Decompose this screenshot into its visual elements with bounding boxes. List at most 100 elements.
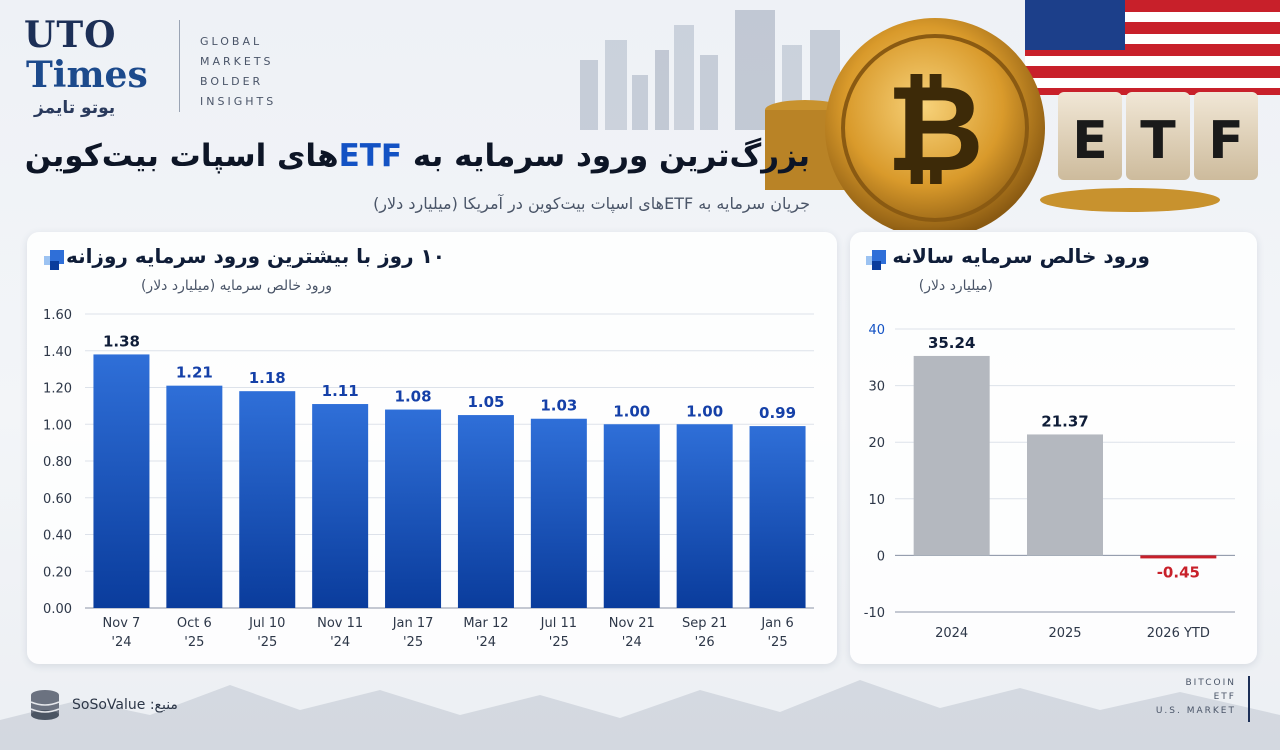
bar-value-label: 1.03 <box>540 397 577 415</box>
y-tick-label: 0.00 <box>43 602 72 617</box>
x-tick-label: '24 <box>622 635 642 650</box>
etf-blocks-graphic: E T F <box>1058 92 1258 180</box>
source-name: SoSoValue <box>72 697 146 713</box>
page-subtitle: جریان سرمایه به ETFهای اسپات بیت‌کوین در… <box>373 194 810 213</box>
etf-letter: F <box>1208 111 1244 171</box>
footer-tag: ETF <box>1213 692 1236 702</box>
y-tick-label: 0.40 <box>43 529 72 544</box>
footer-tag: U.S. MARKET <box>1155 706 1236 716</box>
y-tick-label: 1.20 <box>43 382 72 397</box>
tagline-line: MARKETS <box>200 55 274 68</box>
x-tick-label: Jan 6 <box>760 616 793 631</box>
x-tick-label: '26 <box>695 635 715 650</box>
page-title: بزرگ‌ترین ورود سرمایه به ETFهای اسپات بی… <box>25 138 810 174</box>
x-tick-label: Jul 11 <box>540 616 577 631</box>
x-tick-label: '24 <box>476 635 496 650</box>
bar <box>385 409 442 608</box>
x-tick-label: Jan 17 <box>392 616 434 631</box>
bar-value-label: 21.37 <box>1041 412 1088 430</box>
bar-value-label: 1.00 <box>613 402 650 420</box>
source-prefix: منبع: <box>149 697 178 713</box>
brand-name-line1: UTO <box>24 14 117 56</box>
footer-tags: BITCOIN ETF U.S. MARKET <box>1156 676 1236 718</box>
bar-value-label: 1.11 <box>322 382 359 400</box>
x-tick-label: Nov 7 <box>103 616 141 631</box>
bar-value-label: 1.08 <box>395 388 432 406</box>
bar <box>913 355 990 556</box>
source-credit: منبع: SoSoValue <box>28 688 178 722</box>
x-tick-label: '25 <box>184 635 204 650</box>
bitcoin-coin-graphic: ₿ <box>825 18 1045 230</box>
daily-inflow-chart: 0.00 0.20 0.40 0.60 0.80 1.00 1.20 1.40 1.60 1.38… <box>43 308 814 650</box>
x-tick-label: Nov 21 <box>609 616 655 631</box>
bar <box>1140 555 1217 559</box>
tagline-line: INSIGHTS <box>200 95 277 108</box>
database-icon <box>30 690 60 720</box>
title-part1: بزرگ‌ترین ورود سرمایه به <box>402 138 810 174</box>
bar <box>1027 434 1103 556</box>
title-etf: ETF <box>338 138 403 174</box>
brand-name-persian: یوتو تایمز <box>34 98 116 118</box>
bar <box>676 424 733 608</box>
bar <box>749 426 806 608</box>
bar-value-label: 0.99 <box>759 404 796 422</box>
x-tick-label: Nov 11 <box>317 616 363 631</box>
svg-text:₿: ₿ <box>886 60 984 199</box>
tagline-line: GLOBAL <box>200 35 263 48</box>
chart-block-icon <box>44 250 64 270</box>
footer-tag: BITCOIN <box>1185 678 1236 688</box>
y-tick-label: 40 <box>868 323 885 338</box>
mountain-background-graphic <box>0 680 1280 750</box>
bar-value-label: 1.00 <box>686 402 723 420</box>
x-tick-label: Oct 6 <box>177 616 212 631</box>
bar-value-label: 1.05 <box>467 393 504 411</box>
y-tick-label: 0 <box>877 549 885 564</box>
daily-chart-subtitle: ورود خالص سرمایه (میلیارد دلار) <box>140 278 332 294</box>
x-tick-label: 2024 <box>935 626 968 641</box>
x-tick-label: 2025 <box>1048 626 1081 641</box>
footer-badge: BITCOIN ETF U.S. MARKET <box>1156 676 1250 722</box>
bar-value-label: 1.38 <box>103 332 140 350</box>
x-tick-label: '25 <box>767 635 787 650</box>
tagline-line: BOLDER <box>200 75 264 88</box>
x-tick-label: Mar 12 <box>463 616 508 631</box>
y-tick-label: 30 <box>868 380 885 395</box>
bar <box>312 404 369 608</box>
hero-graphic: ₿ E T F <box>765 0 1280 230</box>
brand-tagline: GLOBAL MARKETS BOLDER INSIGHTS <box>200 32 276 112</box>
bar-value-label: -0.45 <box>1157 563 1200 581</box>
annual-chart-title: ورود خالص سرمایه سالانه <box>892 244 1150 268</box>
logo-divider <box>179 20 180 112</box>
y-tick-label: -10 <box>864 606 885 621</box>
annual-inflow-panel: ورود خالص سرمایه سالانه (میلیارد دلار) -… <box>850 232 1257 664</box>
x-tick-label: '25 <box>403 635 423 650</box>
bar <box>93 354 150 608</box>
bar <box>166 385 223 608</box>
bar <box>239 391 296 608</box>
etf-letter: E <box>1072 111 1108 171</box>
y-tick-label: 0.60 <box>43 492 72 507</box>
daily-inflow-panel: ۱۰ روز با بیشترین ورود سرمایه روزانه ورو… <box>27 232 837 664</box>
y-tick-label: 10 <box>868 493 885 508</box>
x-tick-label: Sep 21 <box>682 616 727 631</box>
bar <box>530 418 587 608</box>
x-tick-label: Jul 10 <box>248 616 285 631</box>
title-part2: های اسپات بیت‌کوین <box>24 138 339 174</box>
annual-inflow-chart: -10 0 10 20 30 40 35.24 2024 21.37 2025 -0.45 2026 … <box>864 323 1235 641</box>
x-tick-label: '24 <box>111 635 131 650</box>
bar <box>457 415 514 608</box>
bar-value-label: 1.21 <box>176 364 213 382</box>
brand-logo[interactable]: UTO Times یوتو تایمز GLOBAL MARKETS BOLD… <box>24 14 284 119</box>
x-tick-label: 2026 YTD <box>1147 626 1210 641</box>
y-tick-label: 1.40 <box>43 345 72 360</box>
bar-value-label: 35.24 <box>928 334 975 352</box>
footer-divider <box>1248 676 1250 722</box>
etf-letter: T <box>1140 111 1176 171</box>
x-tick-label: '25 <box>549 635 569 650</box>
y-tick-label: 0.80 <box>43 455 72 470</box>
chart-block-icon <box>866 250 886 270</box>
annual-chart-subtitle: (میلیارد دلار) <box>918 278 993 294</box>
us-flag-graphic <box>1025 0 1280 95</box>
bar <box>603 424 660 608</box>
brand-name-line2: Times <box>26 54 148 96</box>
